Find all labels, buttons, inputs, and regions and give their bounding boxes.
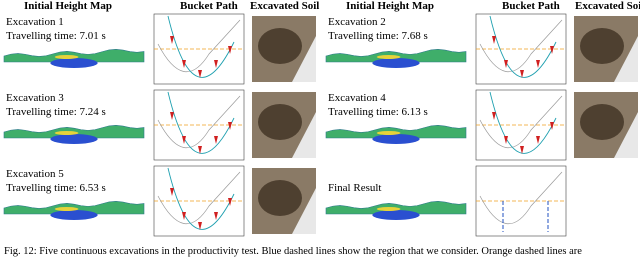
terrain-pit xyxy=(50,210,98,220)
bucket xyxy=(292,188,316,234)
bucket-pose xyxy=(214,136,218,144)
bucket-path xyxy=(167,167,235,230)
panel-title: Excavation 2 xyxy=(328,16,386,28)
terrain-profile xyxy=(479,19,563,72)
column-header: Initial Height Map xyxy=(346,0,435,12)
bucket-pose xyxy=(170,36,174,44)
bucket-pose xyxy=(198,70,202,78)
bucket-path xyxy=(167,15,235,78)
terrain-high xyxy=(376,131,401,135)
bucket-pose xyxy=(198,146,202,154)
terrain-profile xyxy=(157,171,241,224)
soil-pile xyxy=(580,104,624,140)
terrain-profile xyxy=(157,95,241,148)
panel-title: Excavation 4 xyxy=(328,92,386,104)
panel-title: Final Result xyxy=(328,182,382,194)
travel-time: Travelling time: 7.01 s xyxy=(6,30,106,42)
terrain-profile xyxy=(479,95,563,148)
bucket-pose xyxy=(170,112,174,120)
travel-time: Travelling time: 6.53 s xyxy=(6,182,106,194)
panel-title: Excavation 1 xyxy=(6,16,64,28)
travel-time: Travelling time: 6.13 s xyxy=(328,106,428,118)
travel-time: Travelling time: 7.24 s xyxy=(6,106,106,118)
bucket-pose xyxy=(198,222,202,230)
bucket-pose xyxy=(504,60,508,68)
bucket-path xyxy=(167,91,235,154)
bucket-pose xyxy=(228,122,232,130)
terrain-pit xyxy=(372,134,420,144)
column-header: Excavated Soil xyxy=(575,0,640,12)
bucket-pose xyxy=(492,112,496,120)
caption: Fig. 12: Five continuous excavations in … xyxy=(4,246,582,257)
soil-pile xyxy=(580,28,624,64)
column-header: Excavated Soil xyxy=(250,0,320,12)
column-header: Bucket Path xyxy=(502,0,560,12)
bucket-pose xyxy=(492,36,496,44)
bucket xyxy=(614,112,638,158)
bucket-pose xyxy=(520,70,524,78)
panel-title: Excavation 3 xyxy=(6,92,64,104)
bucket xyxy=(292,112,316,158)
soil-pile xyxy=(258,180,302,216)
bucket-pose xyxy=(504,136,508,144)
terrain-pit xyxy=(50,134,98,144)
bucket-pose xyxy=(214,60,218,68)
bucket-path xyxy=(489,15,557,78)
soil-pile xyxy=(258,28,302,64)
bucket-pose xyxy=(536,60,540,68)
bucket-pose xyxy=(520,146,524,154)
bucket-path xyxy=(489,91,557,154)
terrain-high xyxy=(54,55,79,59)
terrain-pit xyxy=(372,210,420,220)
bucket-pose xyxy=(182,212,186,220)
terrain-profile xyxy=(157,19,241,72)
bucket-pose xyxy=(550,46,554,54)
terrain-pit xyxy=(50,58,98,68)
terrain-high xyxy=(54,131,79,135)
bucket-pose xyxy=(536,136,540,144)
travel-time: Travelling time: 7.68 s xyxy=(328,30,428,42)
bucket xyxy=(292,36,316,82)
terrain-profile xyxy=(479,171,563,224)
soil-pile xyxy=(258,104,302,140)
bucket-pose xyxy=(550,122,554,130)
column-header: Initial Height Map xyxy=(24,0,113,12)
terrain-high xyxy=(376,55,401,59)
terrain-high xyxy=(376,207,401,211)
bucket-pose xyxy=(228,198,232,206)
terrain-high xyxy=(54,207,79,211)
terrain-pit xyxy=(372,58,420,68)
bucket-pose xyxy=(170,188,174,196)
bucket-pose xyxy=(214,212,218,220)
bucket-pose xyxy=(182,136,186,144)
bucket xyxy=(614,36,638,82)
panel-title: Excavation 5 xyxy=(6,168,64,180)
bucket-pose xyxy=(228,46,232,54)
bucket-pose xyxy=(182,60,186,68)
column-header: Bucket Path xyxy=(180,0,238,12)
